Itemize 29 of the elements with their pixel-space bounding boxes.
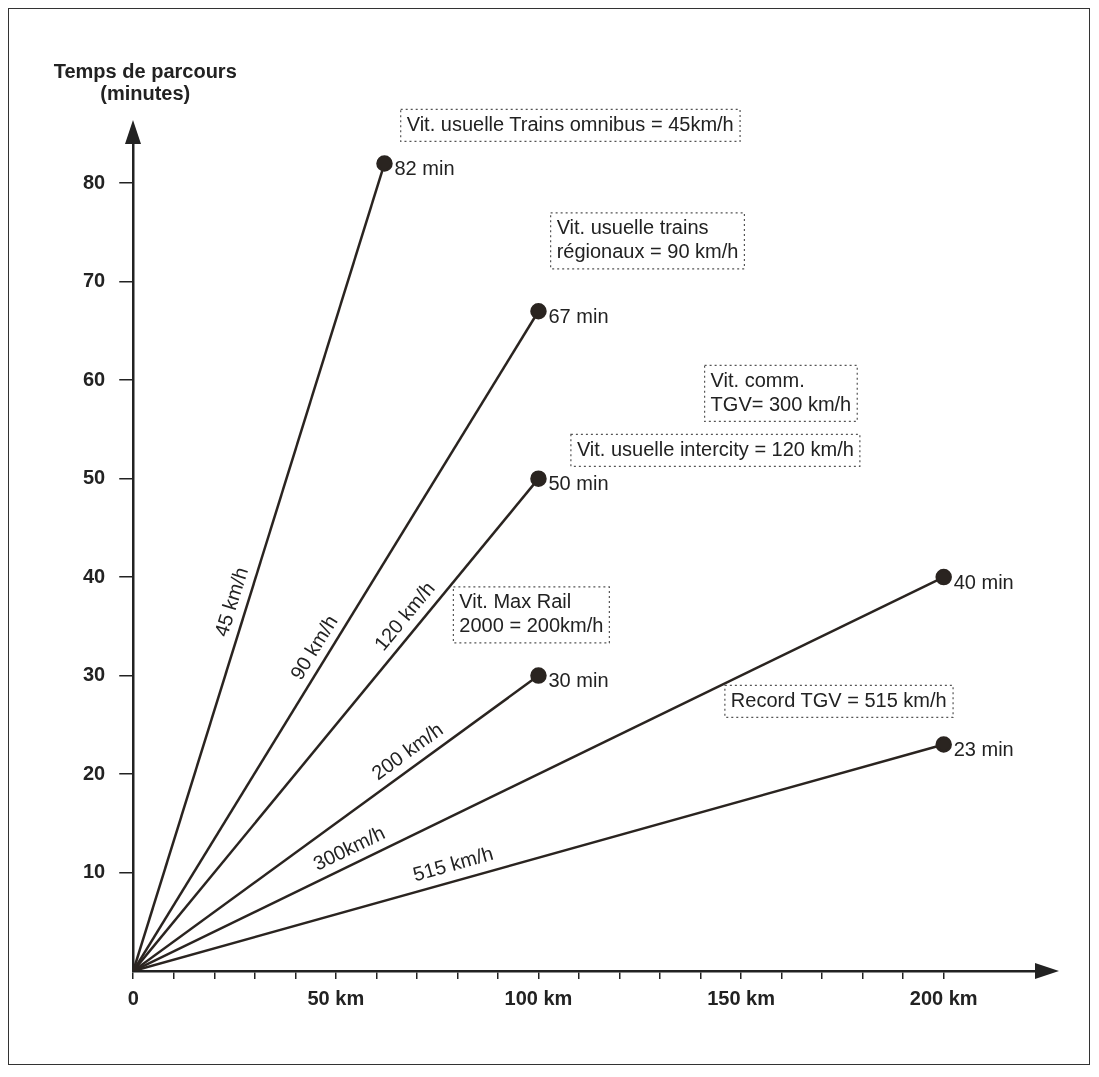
data-label: 40 min: [953, 570, 1014, 593]
annotation: 515 km/h: [410, 841, 496, 886]
annotation: Vit. Max Rail 2000 = 200km/h: [459, 590, 604, 637]
y-tick-label: 10: [83, 860, 106, 883]
annotation: 45 km/h: [209, 564, 253, 639]
annotation: Vit. usuelle trains régionaux = 90 km/h: [556, 216, 739, 263]
annotation: Vit. usuelle intercity = 120 km/h: [576, 437, 854, 460]
data-label: 30 min: [548, 669, 609, 692]
data-label: 67 min: [548, 304, 609, 327]
x-tick-label: 50 km: [307, 986, 365, 1009]
y-tick-label: 70: [83, 269, 106, 292]
annotation: Vit. comm. TGV= 300 km/h: [710, 368, 852, 415]
data-label: 50 min: [548, 472, 609, 495]
x-tick-label: 200 km: [909, 986, 978, 1009]
y-tick-label: 60: [83, 367, 106, 390]
x-tick-label: 100 km: [504, 986, 573, 1009]
y-axis-title: Temps de parcours (minutes): [53, 59, 237, 104]
annotation: Vit. usuelle Trains omnibus = 45km/h: [406, 112, 734, 135]
y-tick-label: 30: [83, 663, 106, 686]
y-tick-label: 40: [83, 564, 106, 587]
y-tick-label: 50: [83, 466, 106, 489]
x-tick-label: 150 km: [707, 986, 775, 1009]
annotation: 200 km/h: [367, 717, 447, 784]
data-label: 23 min: [953, 738, 1014, 761]
y-tick-label: 80: [83, 170, 106, 193]
y-tick-label: 20: [83, 761, 106, 784]
annotation: Record TGV = 515 km/h: [730, 688, 947, 711]
x-tick-label: 0: [127, 986, 139, 1009]
data-label: 82 min: [394, 157, 455, 180]
